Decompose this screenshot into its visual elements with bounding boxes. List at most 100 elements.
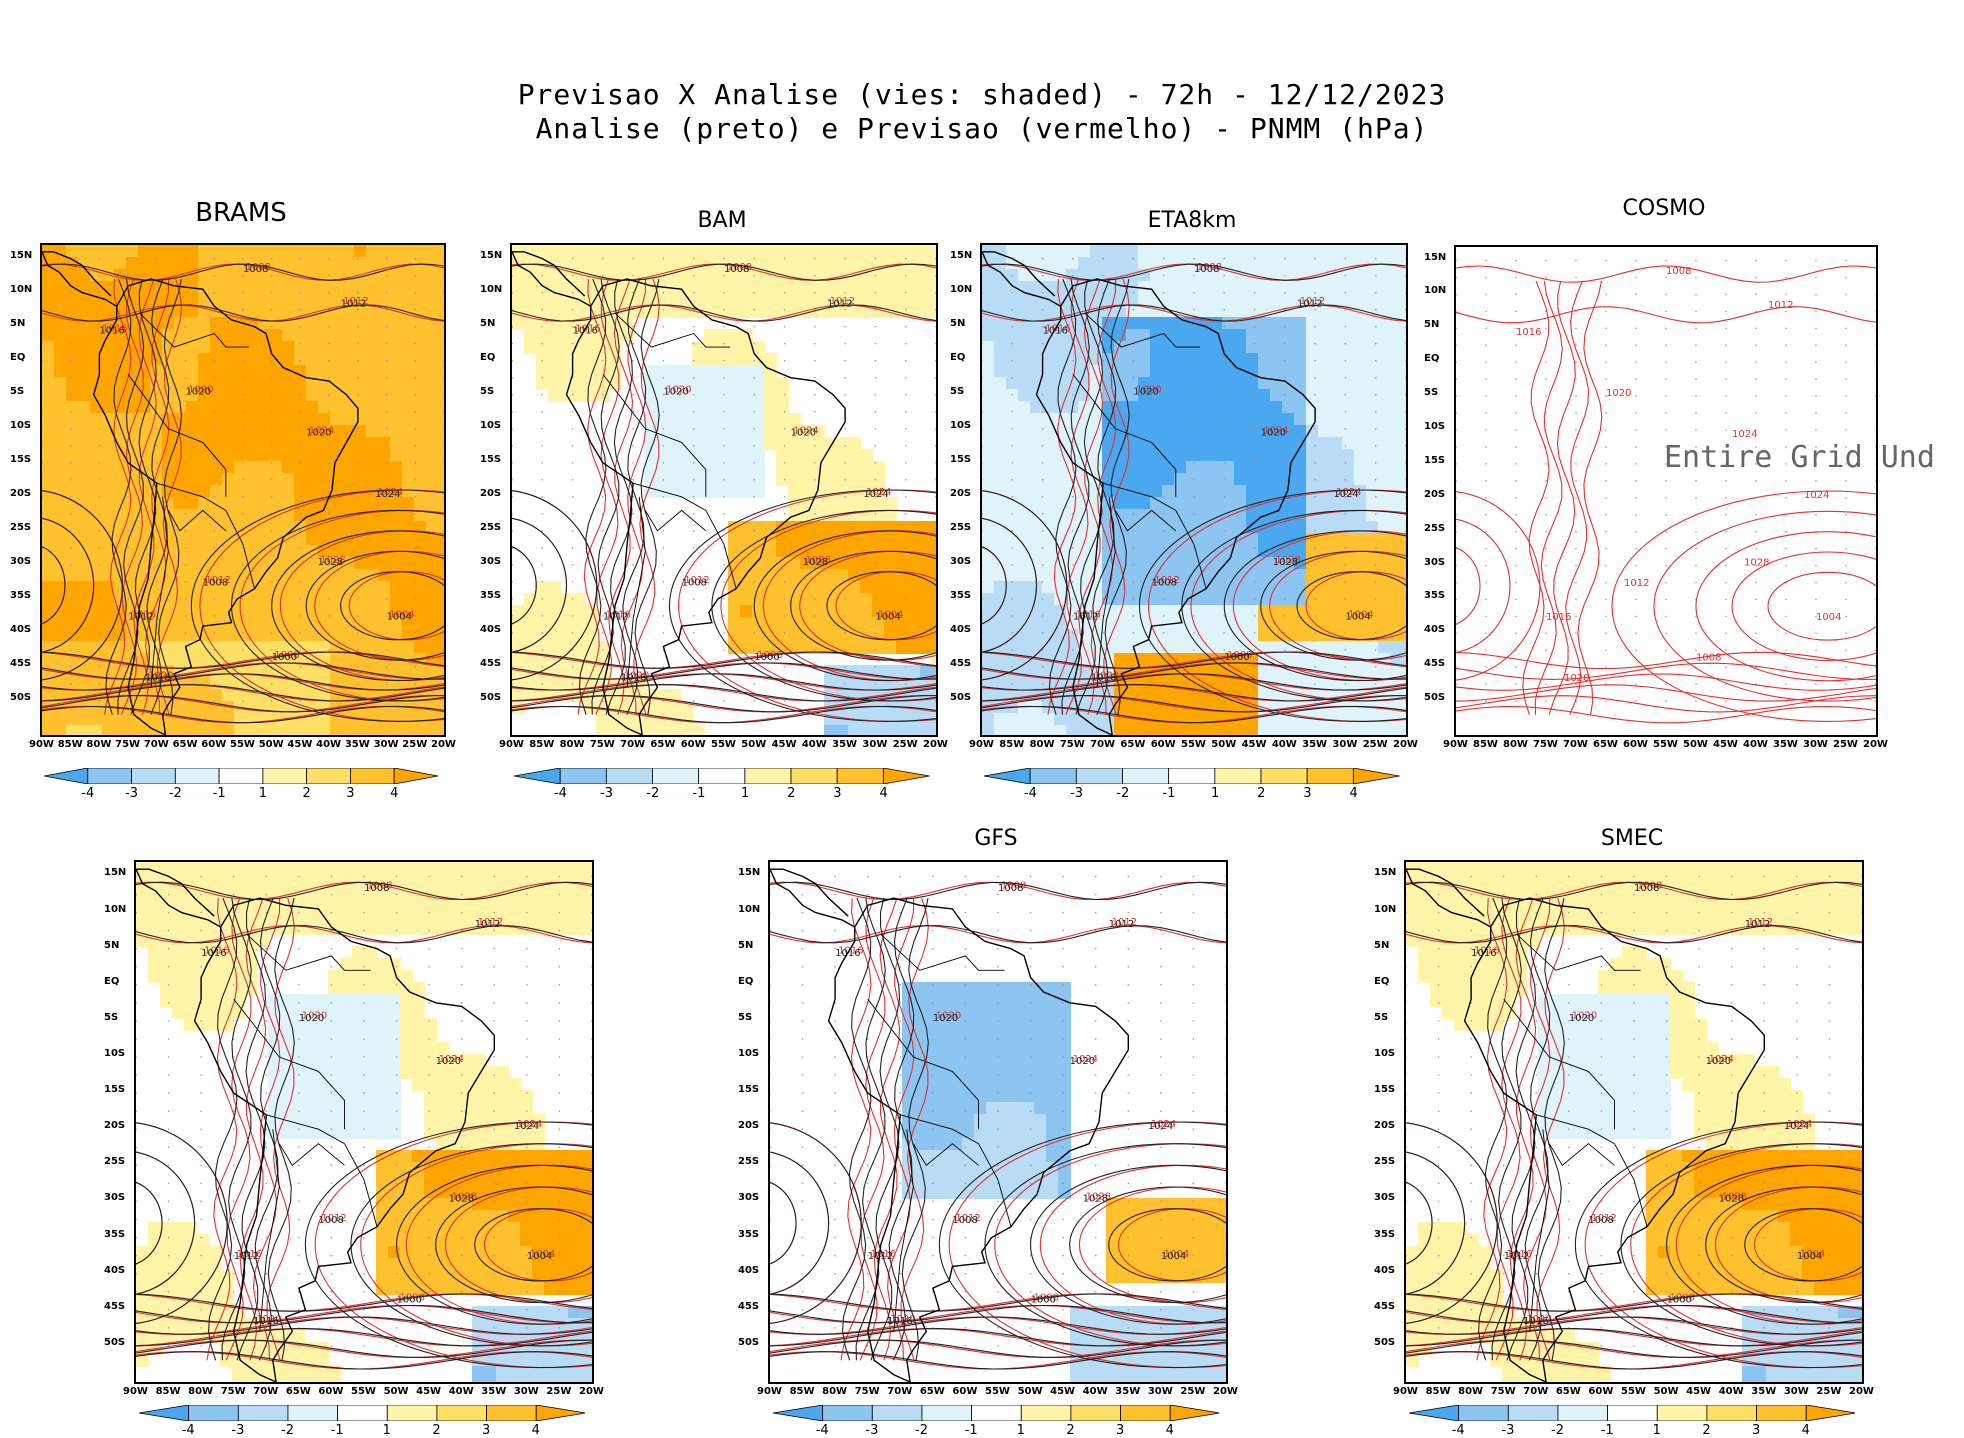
bias-cell [1162,353,1175,366]
bias-cell [1258,353,1271,366]
bias-cell [1210,281,1223,294]
bias-cell [1234,437,1247,450]
grid-dot [357,564,359,566]
bias-cell [210,485,223,498]
bias-cell [414,581,427,594]
bias-cell [54,377,67,390]
bias-cell [222,245,235,258]
bias-cell [1198,413,1211,426]
bias-cell [390,281,403,294]
bias-cell [78,677,91,690]
grid-dot [1011,530,1013,532]
bias-cell [222,641,235,654]
bias-cell [860,473,873,486]
grid-dot [1193,377,1195,379]
grid-dot [844,615,846,617]
bias-cell [1126,569,1139,582]
bias-cell [1366,581,1379,594]
bias-cell [126,365,139,378]
grid-dot [156,632,158,634]
grid-dot [242,462,244,464]
bias-cell [234,437,247,450]
bias-cell [982,557,995,570]
bias-cell [1330,605,1343,618]
bias-cell [1294,317,1307,330]
bias-cell [982,449,995,462]
bias-cell [512,653,525,666]
bias-cell [728,545,741,558]
bias-cell [716,353,729,366]
bias-cell [354,257,367,270]
bias-cell [42,401,55,414]
bias-cell [632,245,645,258]
bias-cell [908,617,921,630]
bias-cell [1150,365,1163,378]
bias-cell [1402,413,1406,426]
grid-dot [300,258,302,260]
bias-cell [1210,293,1223,306]
bias-cell [1042,305,1055,318]
bias-cell [668,293,681,306]
grid-dot [357,445,359,447]
bias-cell [438,281,444,294]
grid-dot [271,292,273,294]
grid-dot [414,360,416,362]
bias-cell [378,365,391,378]
bias-cell [994,389,1007,402]
bias-cell [740,413,753,426]
bias-cell [1354,713,1367,726]
bias-cell [1258,533,1271,546]
bias-cell [1054,725,1067,735]
bias-cell [1330,557,1343,570]
bias-cell [78,401,91,414]
bias-cell [90,521,103,534]
bias-cell [174,725,187,735]
bias-cell [1042,545,1055,558]
bias-cell [1042,605,1055,618]
bias-cell [354,617,367,630]
lon-tick-label: 20W [923,739,948,750]
bias-cell [54,329,67,342]
bias-cell [42,317,55,330]
grid-dot [905,683,907,685]
bias-cell [692,437,705,450]
bias-cell [258,533,271,546]
bias-cell [860,281,873,294]
bias-cell [390,521,403,534]
bias-cell [994,281,1007,294]
bias-cell [354,461,367,474]
bias-cell [54,461,67,474]
bias-cell [258,713,271,726]
bias-cell [884,677,897,690]
grid-dot [1163,428,1165,430]
bias-cell [126,725,139,735]
bias-cell [1294,401,1307,414]
grid-dot [693,462,695,464]
bias-cell [932,653,936,666]
bias-cell [438,329,444,342]
lat-tick-label: 15S [480,454,501,465]
bias-cell [1402,281,1406,294]
bias-cell [860,533,873,546]
bias-cell [1222,413,1235,426]
grid-dot [693,258,695,260]
bias-cell [270,449,283,462]
bias-cell [1054,509,1067,522]
grid-dot [693,598,695,600]
bias-cell [414,449,427,462]
grid-dot [328,649,330,651]
bias-cell [102,485,115,498]
bias-cell [560,245,573,258]
bias-cell [1210,701,1223,714]
bias-cell [1066,713,1079,726]
bias-cell [1138,725,1151,735]
grid-dot [875,513,877,515]
bias-cell [306,485,319,498]
bias-cell [438,521,444,534]
grid-dot [271,700,273,702]
bias-cell [390,581,403,594]
grid-dot [875,581,877,583]
bias-cell [572,617,585,630]
bias-cell [258,497,271,510]
